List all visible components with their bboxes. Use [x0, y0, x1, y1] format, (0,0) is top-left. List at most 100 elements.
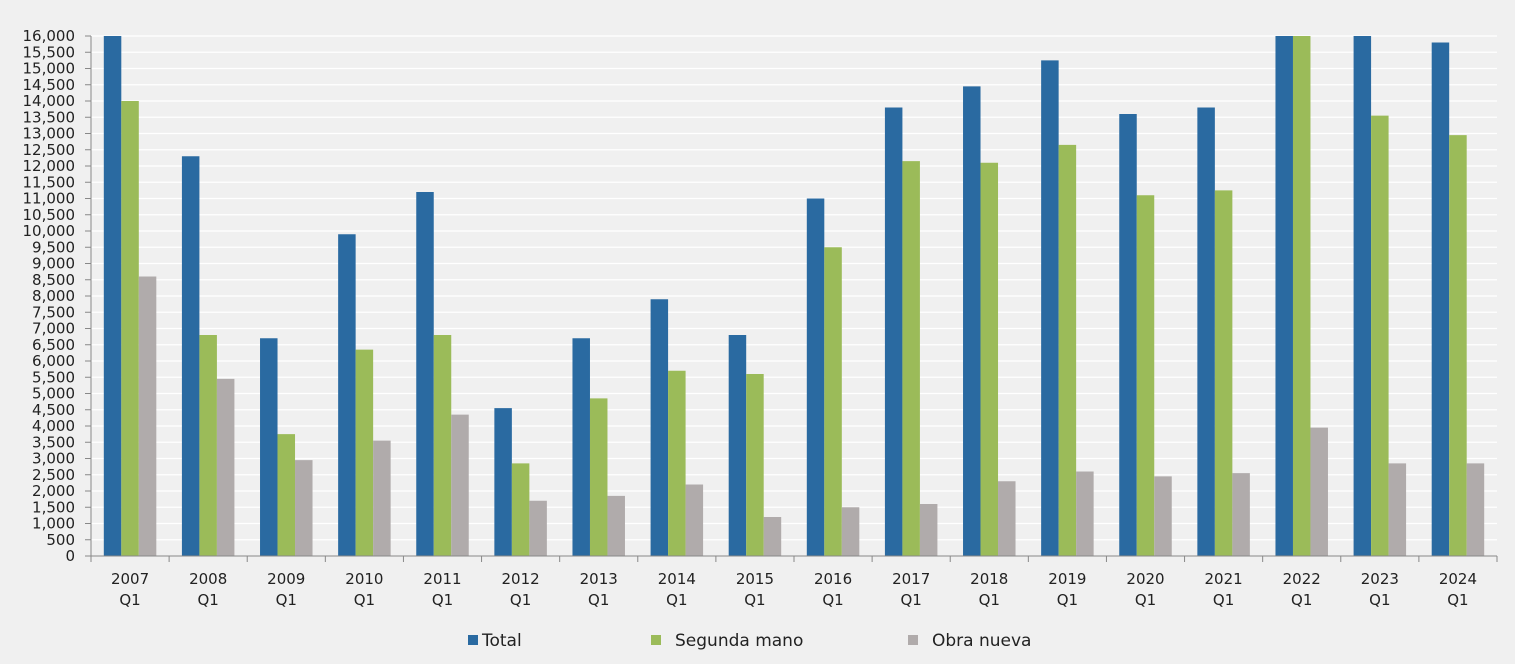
bar-segunda-mano [121, 101, 139, 556]
legend-swatch-obra-nueva [908, 635, 918, 645]
y-tick-label: 2,000 [32, 482, 75, 500]
bar-total [884, 107, 903, 556]
bars [103, 36, 1485, 556]
legend-label-obra-nueva: Obra nueva [932, 631, 1031, 651]
y-tick-label: 13,500 [23, 108, 76, 126]
legend: Total Segunda mano Obra nueva [468, 631, 1031, 651]
x-tick-label-quarter: Q1 [354, 591, 375, 609]
bar-total [494, 408, 512, 556]
bar-total [1275, 36, 1293, 556]
y-tick-label: 12,500 [23, 141, 76, 159]
x-axis-ticks: 2007 Q1 2008 Q1 2009 Q1 2010 Q1 2011 Q1 2012 Q1 2013… [111, 570, 1477, 609]
bar-obra-nueva [138, 276, 157, 556]
x-tick-label-quarter: Q1 [1447, 591, 1468, 609]
bar-obra-nueva [919, 504, 938, 556]
x-tick-label-year: 2020 [1126, 570, 1164, 588]
y-tick-label: 5,500 [32, 368, 75, 386]
bar-segunda-mano [199, 335, 217, 556]
bar-segunda-mano [824, 247, 842, 556]
x-tick-label-quarter: Q1 [119, 591, 140, 609]
bar-segunda-mano [1292, 36, 1311, 556]
x-tick-label-quarter: Q1 [1057, 591, 1078, 609]
x-tick-label-quarter: Q1 [900, 591, 921, 609]
x-tick-label-quarter: Q1 [979, 591, 1000, 609]
y-tick-label: 8,500 [32, 271, 75, 289]
y-tick-label: 4,000 [32, 417, 75, 435]
y-tick-label: 1,000 [32, 515, 75, 533]
x-tick-label-year: 2007 [111, 570, 149, 588]
x-tick-label-quarter: Q1 [744, 591, 765, 609]
legend-swatch-total [468, 635, 478, 645]
y-tick-label: 500 [46, 531, 75, 549]
y-tick-label: 15,000 [23, 60, 76, 78]
bar-total [1119, 114, 1137, 556]
y-axis-ticks: 05001,0001,5002,0002,5003,0003,5004,0004… [23, 27, 76, 565]
y-tick-label: 3,000 [32, 450, 75, 468]
x-tick-label-year: 2008 [189, 570, 227, 588]
bar-obra-nueva [841, 507, 860, 556]
bar-segunda-mano [902, 161, 920, 556]
bar-obra-nueva [216, 378, 235, 556]
bar-segunda-mano [1058, 144, 1077, 556]
bar-segunda-mano [355, 349, 374, 556]
x-tick-label-quarter: Q1 [1135, 591, 1156, 609]
y-tick-label: 3,500 [32, 433, 75, 451]
bar-total [1197, 107, 1215, 556]
bar-segunda-mano [433, 335, 452, 556]
x-tick-label-year: 2017 [892, 570, 930, 588]
y-tick-label: 16,000 [23, 27, 76, 45]
bar-total [338, 234, 356, 556]
x-tick-label-quarter: Q1 [1291, 591, 1312, 609]
y-tick-label: 9,500 [32, 238, 75, 256]
bar-segunda-mano [277, 434, 296, 556]
x-tick-label-year: 2011 [423, 570, 461, 588]
bar-obra-nueva [998, 481, 1016, 556]
y-tick-label: 7,500 [32, 303, 75, 321]
y-tick-label: 4,500 [32, 401, 75, 419]
bar-obra-nueva [1466, 463, 1485, 556]
y-tick-label: 6,500 [32, 336, 75, 354]
x-tick-label-year: 2019 [1048, 570, 1086, 588]
legend-swatch-segunda-mano [651, 635, 661, 645]
y-tick-label: 7,000 [32, 320, 75, 338]
y-tick-label: 2,500 [32, 466, 75, 484]
bar-total [806, 198, 825, 556]
y-tick-label: 15,500 [23, 43, 76, 61]
y-tick-label: 10,500 [23, 206, 76, 224]
bar-obra-nueva [451, 414, 469, 556]
y-tick-label: 8,000 [32, 287, 75, 305]
x-tick-label-quarter: Q1 [432, 591, 453, 609]
bar-segunda-mano [668, 370, 686, 556]
bar-total [260, 338, 278, 556]
bar-total [103, 36, 122, 556]
bar-obra-nueva [1232, 473, 1250, 556]
x-tick-label-year: 2018 [970, 570, 1008, 588]
bar-obra-nueva [295, 460, 313, 556]
y-tick-label: 12,000 [23, 157, 76, 175]
y-tick-label: 14,500 [23, 76, 76, 94]
x-tick-label-quarter: Q1 [276, 591, 297, 609]
bar-segunda-mano [511, 463, 530, 556]
y-tick-label: 14,000 [23, 92, 76, 110]
y-tick-label: 11,500 [23, 173, 76, 191]
y-tick-label: 0 [65, 547, 75, 565]
y-tick-label: 1,500 [32, 498, 75, 516]
bar-obra-nueva [607, 495, 625, 556]
x-tick-label-year: 2021 [1205, 570, 1243, 588]
x-tick-label-year: 2009 [267, 570, 305, 588]
y-tick-label: 6,000 [32, 352, 75, 370]
bar-total [416, 192, 434, 556]
bar-obra-nueva [1310, 427, 1328, 556]
bar-segunda-mano [746, 374, 764, 556]
x-tick-label-year: 2015 [736, 570, 774, 588]
x-tick-label-year: 2024 [1439, 570, 1477, 588]
bar-segunda-mano [589, 398, 608, 556]
y-tick-label: 9,000 [32, 255, 75, 273]
y-tick-label: 5,000 [32, 385, 75, 403]
bar-total [963, 86, 981, 556]
bar-obra-nueva [373, 440, 391, 556]
x-tick-label-year: 2022 [1283, 570, 1321, 588]
bar-total [1431, 42, 1450, 556]
x-tick-label-year: 2016 [814, 570, 852, 588]
